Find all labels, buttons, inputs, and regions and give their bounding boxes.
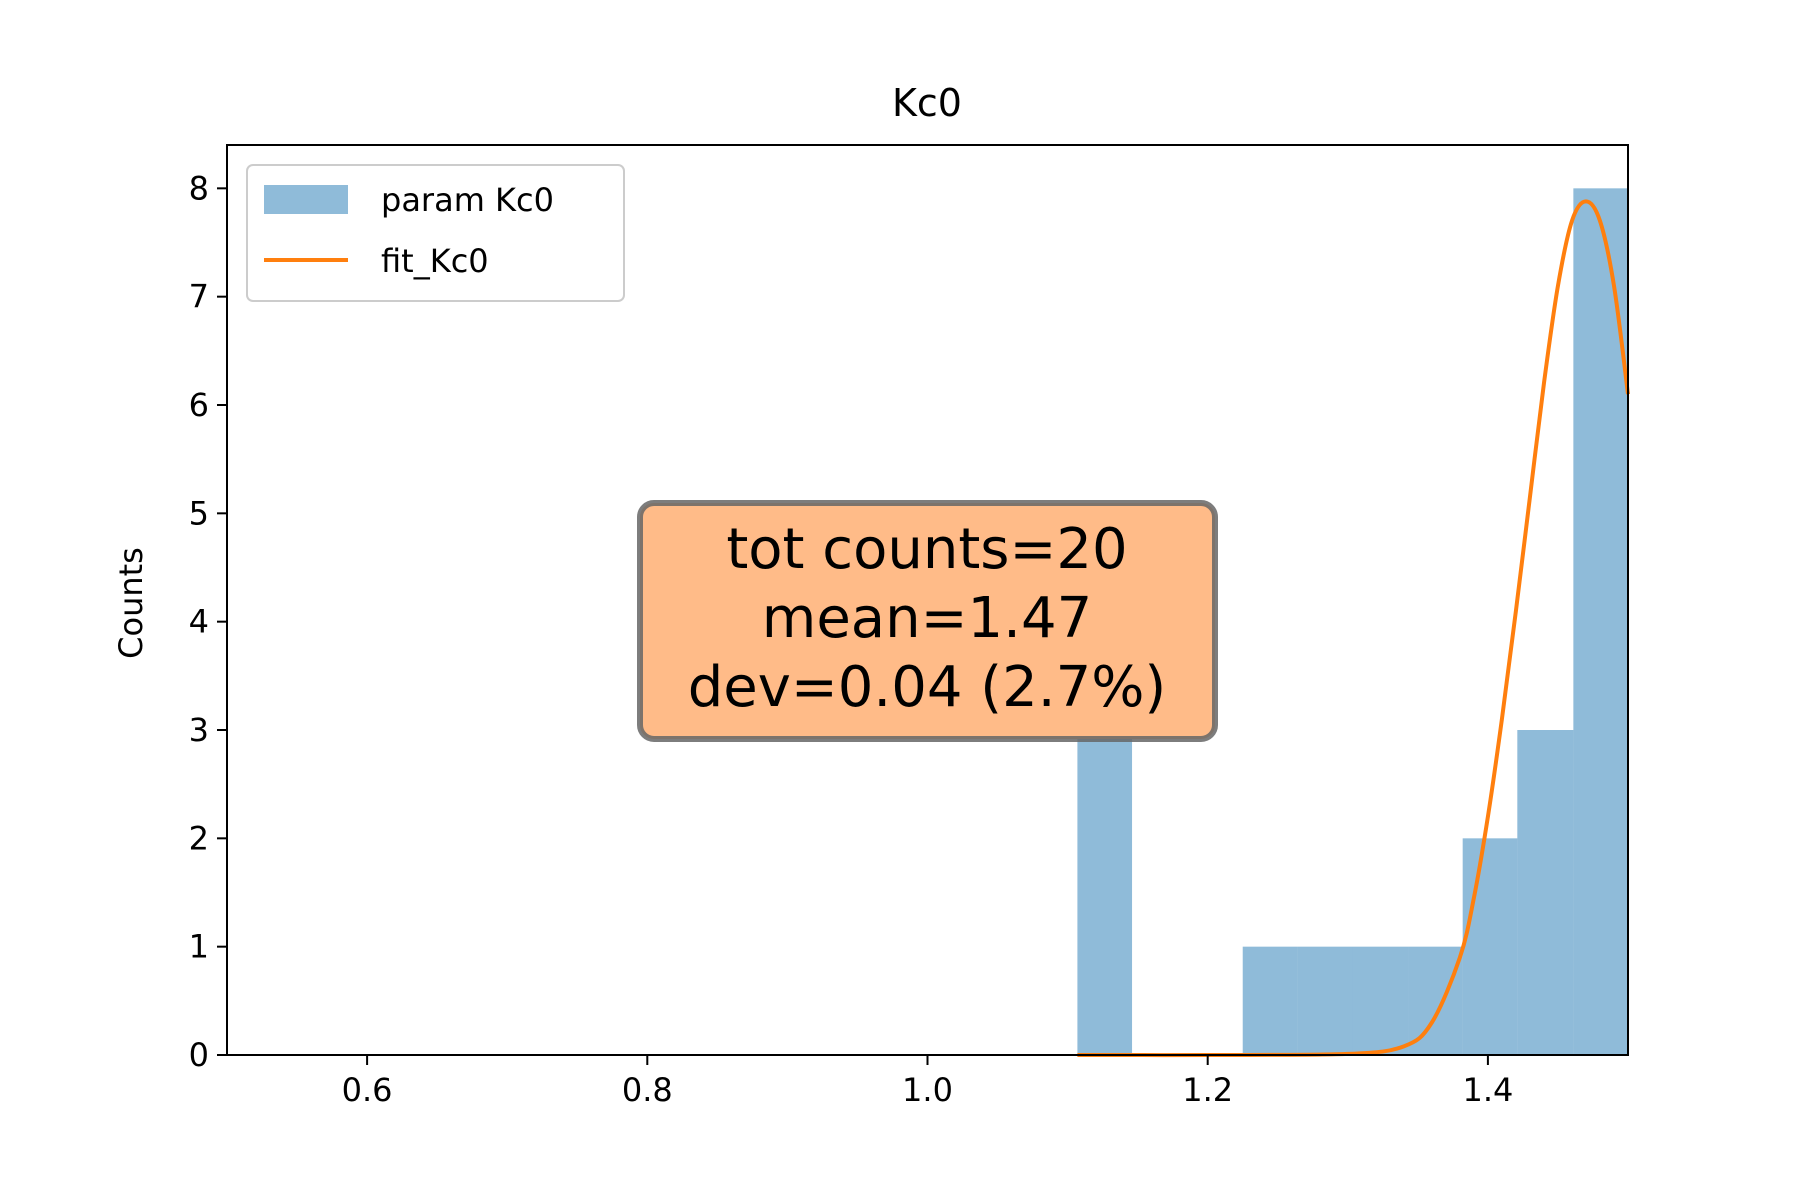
y-tick-label: 7 <box>189 278 209 316</box>
y-tick-label: 2 <box>189 819 209 857</box>
histogram-bar <box>1242 946 1298 1055</box>
y-tick-label: 6 <box>189 386 209 424</box>
histogram-bar <box>1408 946 1463 1055</box>
x-tick-label: 1.4 <box>1462 1071 1513 1109</box>
x-tick-label: 1.2 <box>1182 1071 1233 1109</box>
x-tick-label: 0.8 <box>622 1071 673 1109</box>
legend-label-fit: fit_Kc0 <box>381 242 489 280</box>
legend: param Kc0 fit_Kc0 <box>246 164 625 302</box>
stats-annotation-box <box>637 500 1218 742</box>
stats-annotation: tot counts=20 mean=1.47 dev=0.04 (2.7%) <box>637 500 1218 742</box>
legend-swatch-param <box>264 185 348 214</box>
stats-mean: mean=1.47 <box>762 586 1092 651</box>
fit-line <box>1077 199 1630 1058</box>
y-tick-label: 5 <box>189 494 209 532</box>
y-tick-label: 4 <box>189 603 209 641</box>
stats-total-counts: tot counts=20 <box>726 517 1127 582</box>
y-tick-label: 3 <box>189 711 209 749</box>
chart-title: Kc0 <box>892 81 962 125</box>
histogram-bar <box>1462 838 1518 1055</box>
fit-line-group <box>1077 199 1630 1058</box>
y-axis-label: Counts <box>112 547 150 659</box>
x-tick-label: 1.0 <box>902 1071 953 1109</box>
legend-label-param: param Kc0 <box>381 181 554 219</box>
histogram-bar <box>1297 946 1353 1055</box>
histogram-bar <box>1517 730 1574 1055</box>
y-tick-label: 0 <box>189 1036 209 1074</box>
x-axis-ticks: 0.6 0.8 1.0 1.2 1.4 <box>342 1055 1513 1109</box>
x-tick-label: 0.6 <box>342 1071 393 1109</box>
y-tick-label: 8 <box>189 169 209 207</box>
histogram-bar <box>1077 730 1133 1055</box>
y-axis-ticks: 0 1 2 3 4 5 6 7 8 <box>189 169 227 1074</box>
y-tick-label: 1 <box>189 928 209 966</box>
histogram-bar <box>1352 946 1409 1055</box>
stats-deviation: dev=0.04 (2.7%) <box>688 655 1167 720</box>
